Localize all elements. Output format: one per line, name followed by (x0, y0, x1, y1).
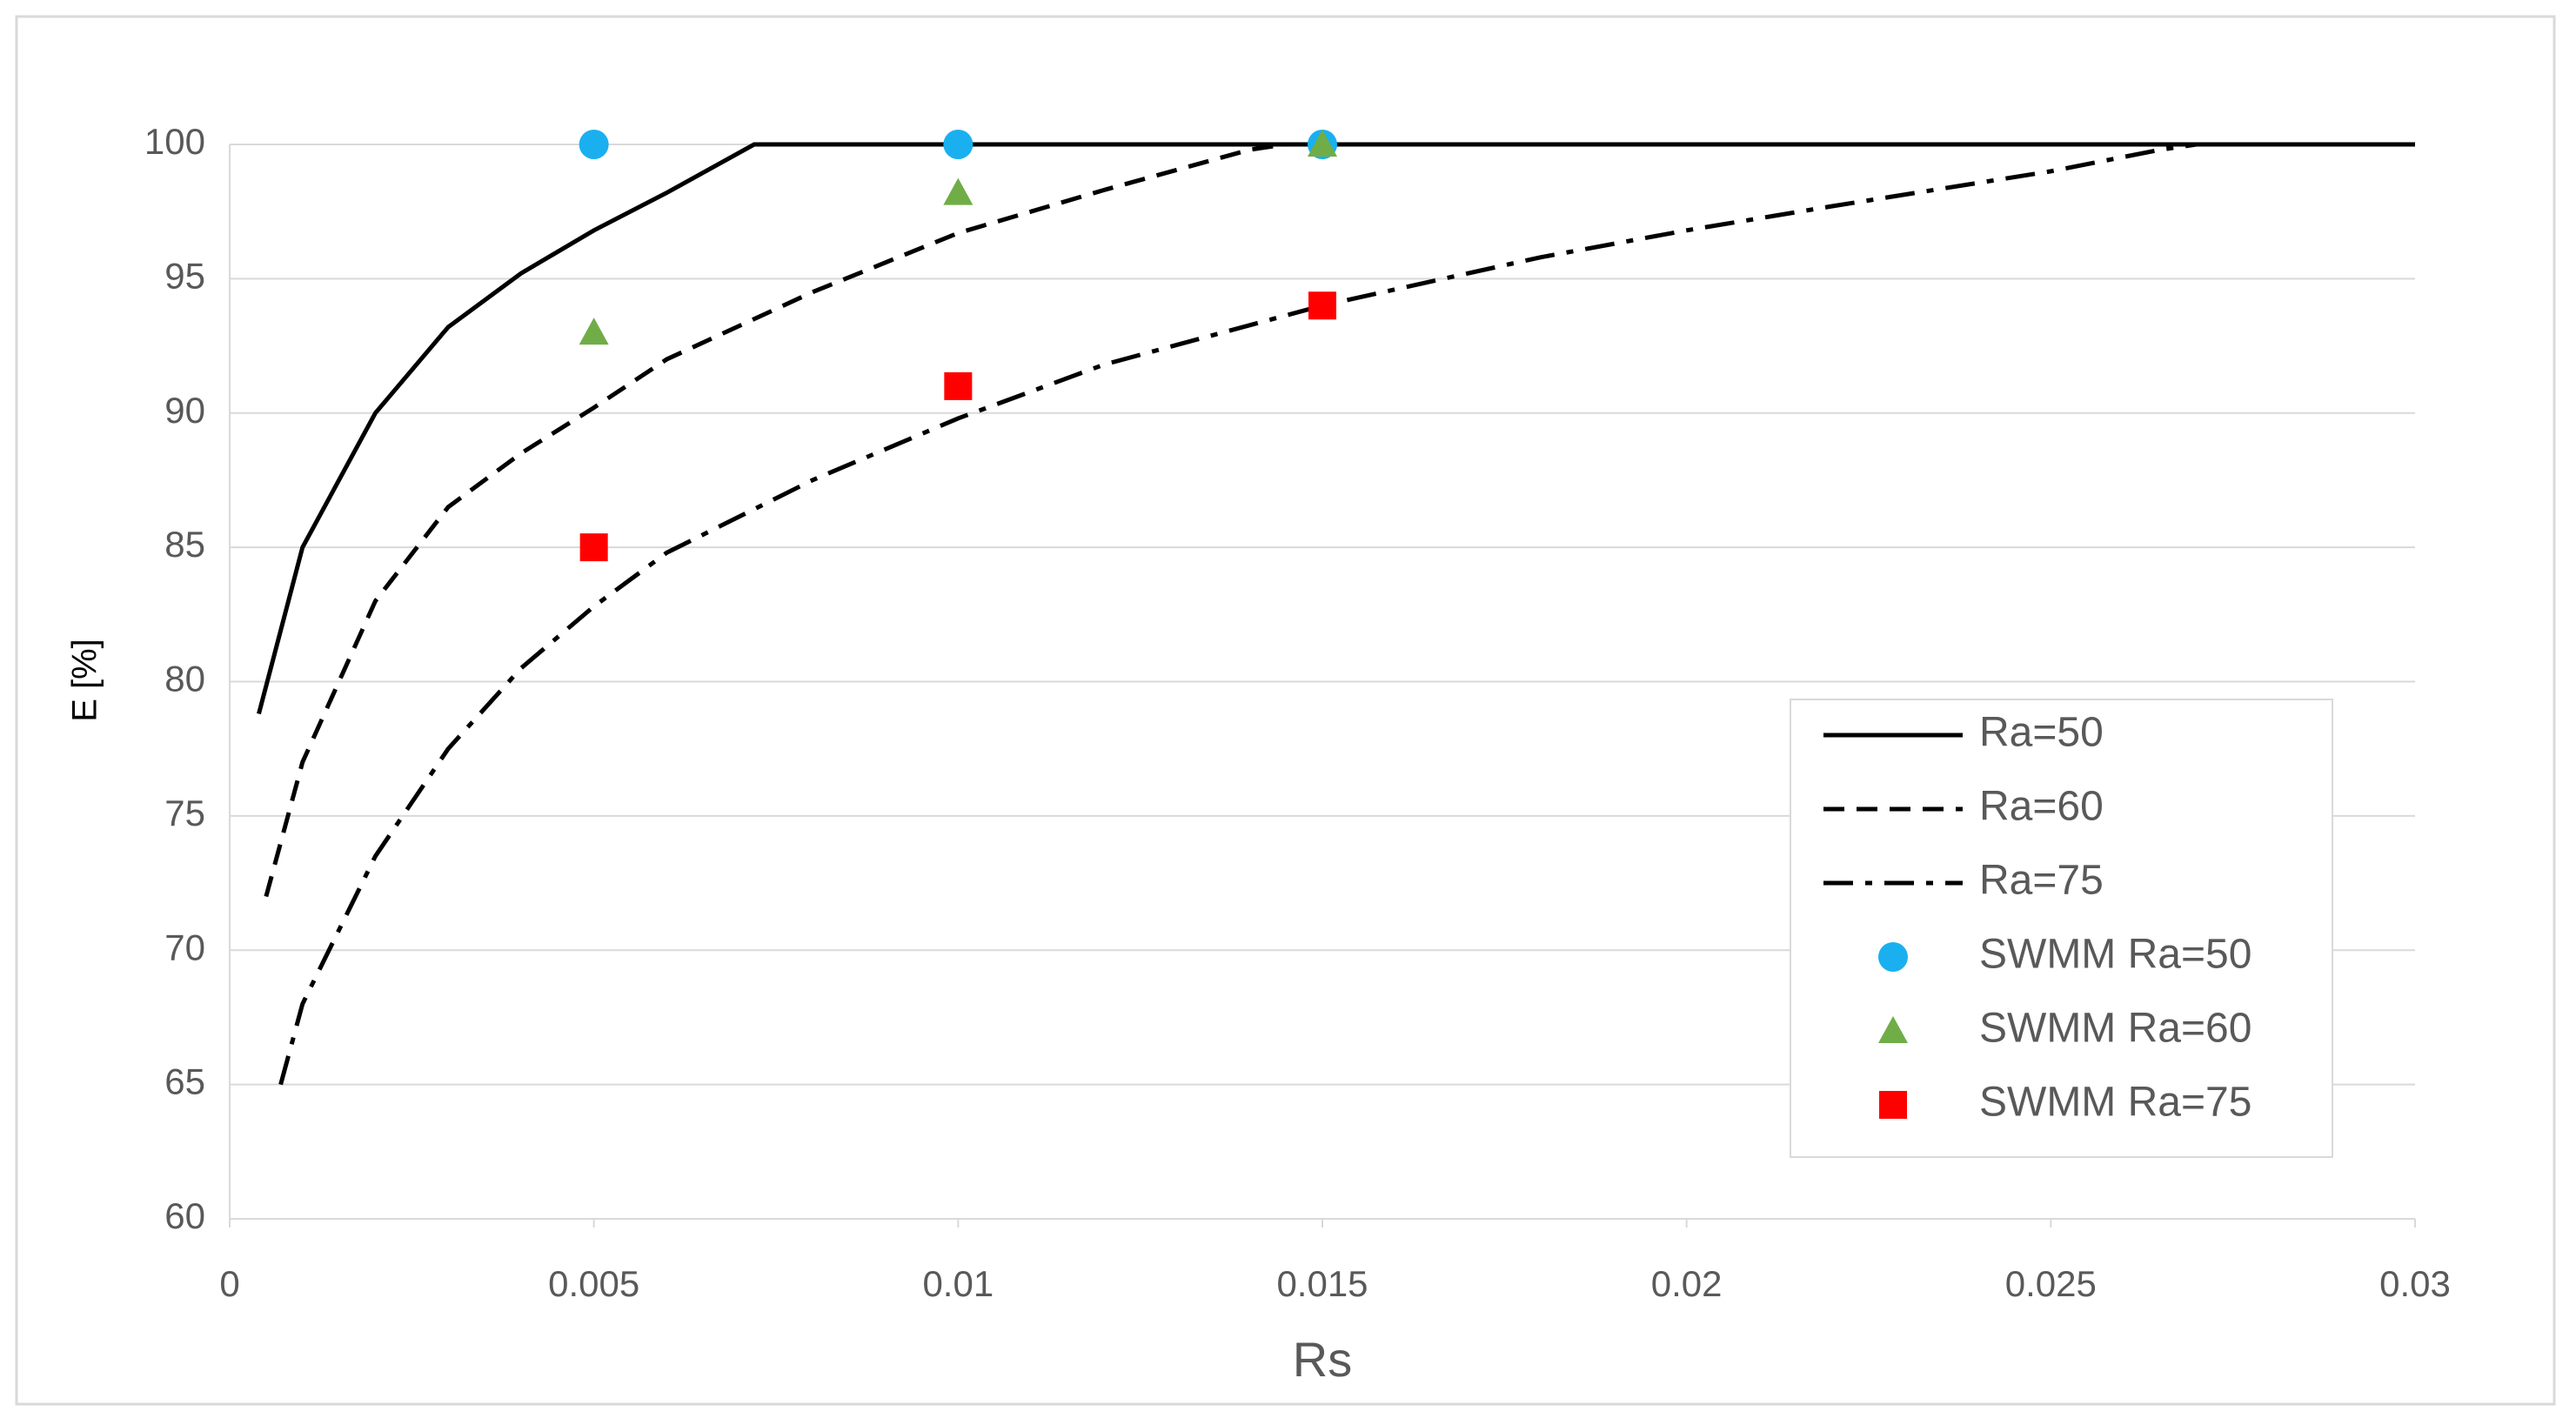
y-tick-label: 90 (164, 390, 205, 431)
legend-label: SWMM Ra=50 (1979, 932, 2251, 978)
legend-label: SWMM Ra=60 (1979, 1006, 2251, 1052)
y-tick-label: 95 (164, 255, 205, 296)
x-tick-label: 0.02 (1651, 1263, 1723, 1304)
legend-label: Ra=60 (1979, 784, 2104, 830)
marker-circle (1878, 942, 1908, 972)
legend-label: Ra=75 (1979, 858, 2104, 904)
y-tick-label: 75 (164, 793, 205, 833)
legend-label: Ra=50 (1979, 710, 2104, 756)
y-axis-label: E [%] (66, 639, 104, 722)
x-tick-label: 0.03 (2379, 1263, 2451, 1304)
marker-triangle (1308, 130, 1337, 157)
marker-square (1879, 1091, 1907, 1119)
marker-square (944, 371, 973, 400)
y-tick-label: 60 (164, 1195, 205, 1236)
series-line (278, 142, 2415, 1086)
y-tick-label: 65 (164, 1061, 205, 1102)
legend-box (1790, 699, 2333, 1158)
series-line (257, 142, 2415, 715)
marker-triangle (1878, 1016, 1908, 1043)
y-tick-label: 100 (144, 121, 205, 162)
x-tick-label: 0.015 (1276, 1263, 1368, 1304)
marker-square (579, 533, 608, 562)
x-tick-label: 0 (219, 1263, 239, 1304)
x-tick-label: 0.01 (922, 1263, 994, 1304)
x-tick-label: 0.025 (2005, 1263, 2097, 1304)
marker-triangle (579, 318, 609, 345)
legend: Ra=50 Ra=60 Ra=75 SWMM Ra=50 SWMM Ra=60 SWMM … (1790, 699, 2333, 1158)
series-line (264, 142, 2415, 898)
marker-circle (579, 130, 609, 159)
y-tick-label: 85 (164, 524, 205, 565)
marker-triangle (943, 177, 974, 205)
marker-circle (943, 130, 974, 159)
x-tick-label: 0.005 (548, 1263, 639, 1304)
marker-square (1308, 291, 1336, 320)
y-tick-label: 70 (164, 927, 205, 967)
x-axis-label: Rs (1293, 1332, 1352, 1387)
legend-label: SWMM Ra=75 (1979, 1080, 2251, 1126)
y-tick-label: 80 (164, 659, 205, 699)
